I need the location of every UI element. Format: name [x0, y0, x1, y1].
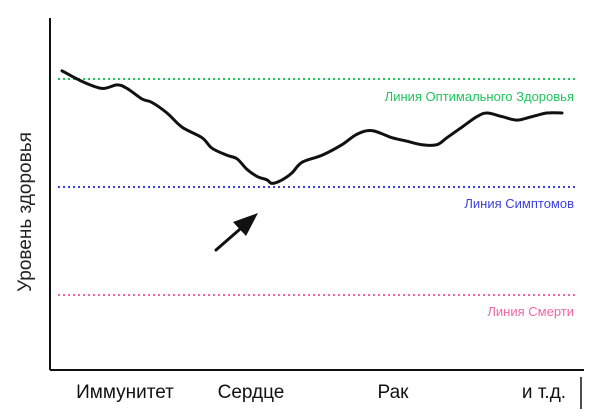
- category-label-etc: и т.д.: [522, 382, 566, 403]
- symptoms-label: Линия Симптомов: [464, 196, 574, 211]
- category-label-heart: Сердце: [218, 382, 285, 403]
- health-level-curve: [60, 69, 564, 185]
- reference-lines: [58, 78, 576, 296]
- annotation-arrow: [214, 213, 258, 252]
- arrow-head: [233, 213, 258, 236]
- y-axis-label: Уровень здоровья: [15, 132, 36, 292]
- death-label: Линия Смерти: [487, 304, 574, 319]
- optimal-health-label: Линия Оптимального Здоровья: [385, 89, 574, 104]
- category-label-immunity: Иммунитет: [76, 382, 174, 403]
- category-label-cancer: Рак: [378, 382, 410, 403]
